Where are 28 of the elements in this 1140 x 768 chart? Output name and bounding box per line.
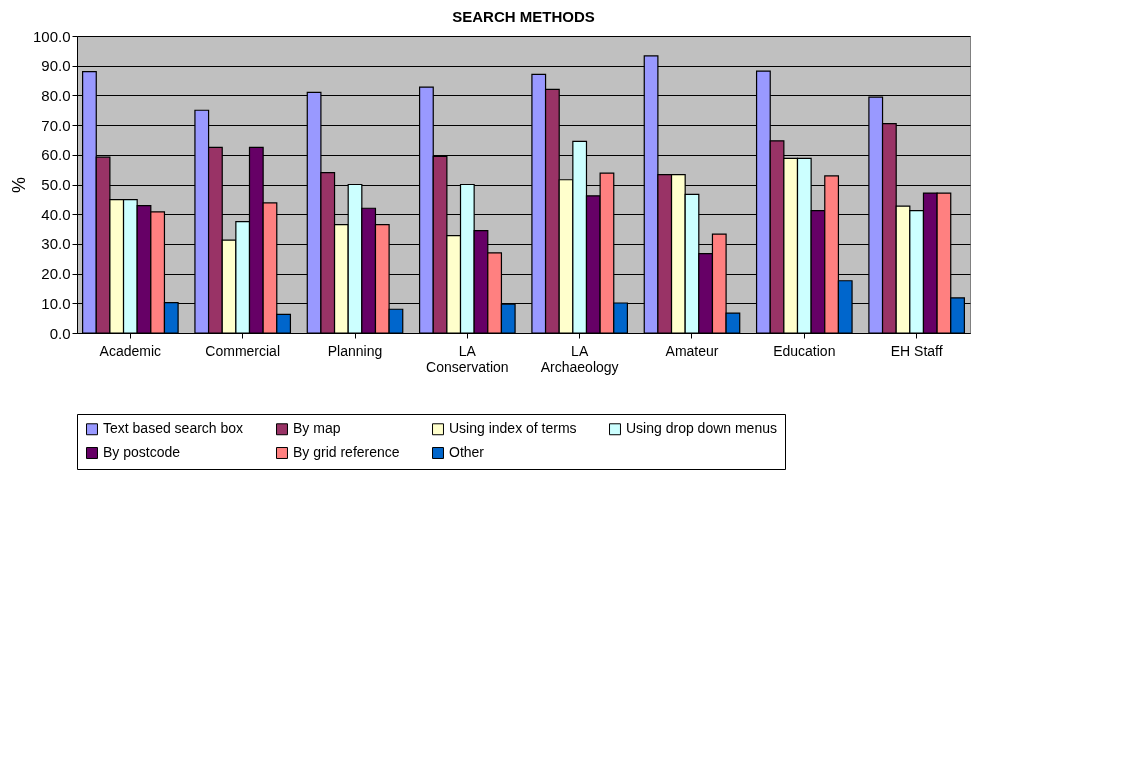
legend-label: By postcode: [103, 444, 181, 460]
legend-label: Using drop down menus: [626, 420, 777, 437]
chart-title: SEARCH METHODS: [452, 8, 595, 25]
legend-label: Text based search box: [103, 420, 244, 437]
legend-label: By map: [293, 420, 341, 437]
x-tick-label: Academic: [99, 342, 162, 359]
legend-label: Other: [449, 444, 485, 460]
y-tick-label: 10.0: [41, 294, 71, 312]
y-tick-label: 60.0: [41, 146, 71, 164]
y-tick-label: 50.0: [41, 176, 71, 193]
y-tick-label: 100.0: [32, 27, 71, 45]
legend-label: By grid reference: [293, 444, 400, 460]
x-tick-label: Planning: [327, 342, 383, 359]
y-tick-label: 80.0: [41, 86, 71, 104]
x-tick-label: LA Conservation: [426, 342, 509, 375]
y-tick-label: 70.0: [41, 116, 71, 134]
x-tick-label: Education: [773, 342, 836, 359]
x-tick-label: EH Staff: [890, 342, 943, 359]
y-tick-label: 90.0: [41, 57, 71, 75]
y-axis-title: %: [8, 176, 29, 194]
x-tick-label: Commercial: [205, 342, 281, 359]
x-tick-label: LA Archaeology: [540, 342, 619, 375]
y-tick-label: 20.0: [41, 265, 71, 283]
y-tick-label: 40.0: [41, 205, 71, 223]
y-tick-label: 30.0: [41, 235, 71, 253]
x-tick-label: Amateur: [665, 342, 719, 359]
y-tick-label: 0.0: [49, 324, 71, 342]
legend-label: Using index of terms: [449, 420, 577, 437]
